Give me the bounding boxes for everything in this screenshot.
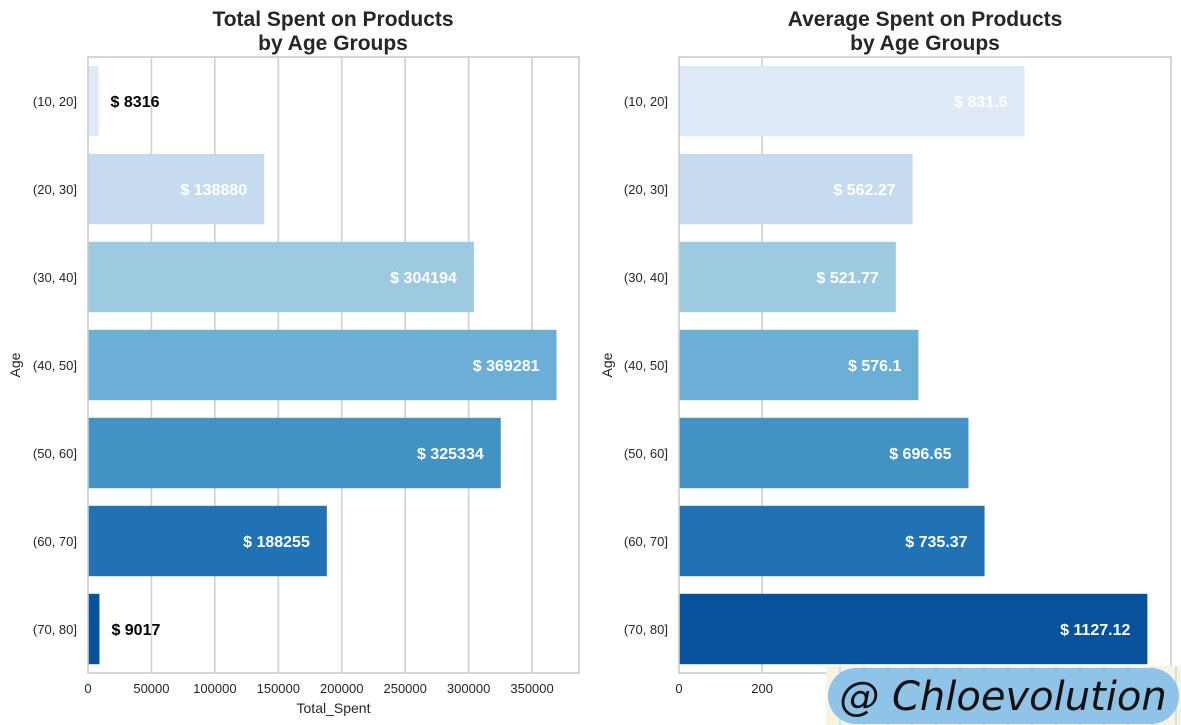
y-axis-label: Age bbox=[599, 352, 615, 377]
x-tick-label: 100000 bbox=[193, 681, 236, 696]
x-tick-label: 300000 bbox=[447, 681, 490, 696]
data-label: $ 8316 bbox=[111, 94, 160, 111]
bar bbox=[679, 505, 985, 577]
data-label: $ 696.65 bbox=[889, 446, 951, 463]
data-label: $ 138880 bbox=[180, 182, 247, 199]
x-tick-label: 150000 bbox=[257, 681, 300, 696]
bar bbox=[679, 417, 969, 489]
watermark-text: @ Chloevolution bbox=[839, 674, 1166, 720]
y-tick-label: (10, 20] bbox=[624, 94, 668, 109]
bar bbox=[88, 505, 327, 577]
bar bbox=[88, 593, 100, 665]
y-tick-label: (20, 30] bbox=[33, 182, 77, 197]
data-label: $ 521.77 bbox=[817, 270, 879, 287]
bar bbox=[88, 153, 265, 225]
chart-1: 0 50000 100000 150000 200000 250000 300000 3500… bbox=[7, 8, 580, 716]
y-tick-label: (30, 40] bbox=[33, 270, 77, 285]
y-tick-label: (40, 50] bbox=[624, 358, 668, 373]
chart-title: by Age Groups bbox=[258, 32, 408, 55]
y-tick-label: (60, 70] bbox=[33, 534, 77, 549]
x-tick-label: 0 bbox=[84, 681, 91, 696]
bar bbox=[88, 329, 557, 401]
x-tick-label: 50000 bbox=[133, 681, 169, 696]
data-label: $ 562.27 bbox=[833, 182, 895, 199]
y-tick-label: (20, 30] bbox=[624, 182, 668, 197]
data-label: $ 188255 bbox=[243, 534, 310, 551]
data-label: $ 735.37 bbox=[905, 534, 967, 551]
y-tick-label: (30, 40] bbox=[624, 270, 668, 285]
bar bbox=[679, 593, 1148, 665]
x-tick-label: 350000 bbox=[510, 681, 553, 696]
x-axis-label: Total_Spent bbox=[297, 700, 371, 716]
chart-title: by Age Groups bbox=[850, 32, 1000, 55]
y-axis-label: Age bbox=[7, 352, 23, 377]
chart-title: Average Spent on Products bbox=[788, 8, 1063, 31]
bar bbox=[679, 329, 919, 401]
bar bbox=[88, 241, 474, 313]
watermark-badge bbox=[828, 668, 1179, 724]
data-label: $ 9017 bbox=[111, 622, 160, 639]
x-tick-label: 200 bbox=[751, 681, 773, 696]
bar bbox=[679, 153, 913, 225]
x-tick-label: 200000 bbox=[320, 681, 363, 696]
data-label: $ 325334 bbox=[417, 446, 484, 463]
bar bbox=[679, 65, 1025, 137]
y-tick-label: (60, 70] bbox=[624, 534, 668, 549]
plot-frame bbox=[87, 56, 580, 674]
y-tick-label: (10, 20] bbox=[33, 94, 77, 109]
data-label: $ 1127.12 bbox=[1060, 622, 1130, 639]
y-tick-label: (40, 50] bbox=[33, 358, 77, 373]
data-label: $ 369281 bbox=[473, 358, 540, 375]
y-tick-label: (50, 60] bbox=[33, 446, 77, 461]
watermark: @ Chloevolution bbox=[826, 666, 1181, 725]
x-tick-label: 0 bbox=[675, 681, 682, 696]
y-tick-label: (50, 60] bbox=[624, 446, 668, 461]
x-tick-label: 250000 bbox=[383, 681, 426, 696]
bar bbox=[88, 65, 99, 137]
data-label: $ 576.1 bbox=[848, 358, 901, 375]
data-label: $ 831.6 bbox=[954, 94, 1007, 111]
y-tick-label: (70, 80] bbox=[33, 622, 77, 637]
bar bbox=[679, 241, 896, 313]
data-label: $ 304194 bbox=[390, 270, 457, 287]
chart-title: Total Spent on Products bbox=[212, 8, 453, 31]
y-tick-label: (70, 80] bbox=[624, 622, 668, 637]
chart-2: 0 200 (10, 20] $ 831.6 (20, 30] $ 562.27 (30, … bbox=[599, 8, 1172, 696]
bar bbox=[88, 417, 501, 489]
